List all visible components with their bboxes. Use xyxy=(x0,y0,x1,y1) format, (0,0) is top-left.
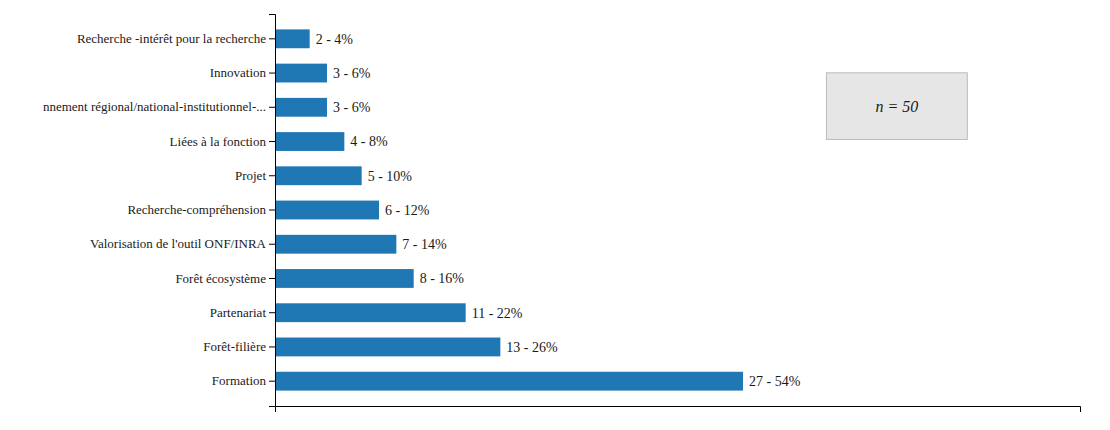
plot: n = 50 2 - 4% 3 - 6% 3 - 6% 4 - 8% 5 - 10% 6 -… xyxy=(43,15,1081,413)
bar xyxy=(275,338,500,357)
y-tick-mark xyxy=(269,141,275,142)
y-tick-mark xyxy=(269,346,275,347)
data-label: 5 - 10% xyxy=(368,169,413,184)
y-tick-label: Recherche -intérêt pour la recherche xyxy=(77,31,266,46)
y-tick-mark xyxy=(269,381,275,382)
bar xyxy=(275,29,310,48)
annotation: n = 50 xyxy=(826,73,967,140)
y-tick-label: Projet xyxy=(235,168,266,183)
y-tick: Recherche -intérêt pour la recherche xyxy=(77,31,275,46)
bar xyxy=(275,235,396,254)
data-labels: 2 - 4% 3 - 6% 3 - 6% 4 - 8% 5 - 10% 6 - 12% 7 … xyxy=(316,32,801,389)
y-tick: Recherche-compréhension xyxy=(127,202,275,217)
y-tick: nnement régional/national-institutionnel… xyxy=(43,99,275,114)
y-tick: Liées à la fonction xyxy=(170,134,275,149)
bar xyxy=(275,269,414,288)
bar xyxy=(275,201,379,220)
y-tick: Forêt écosystème xyxy=(175,271,275,286)
bar xyxy=(275,166,362,185)
data-label: 8 - 16% xyxy=(420,271,465,286)
y-tick: Projet xyxy=(235,168,275,183)
y-tick-mark xyxy=(269,278,275,279)
bars xyxy=(275,29,743,390)
bar xyxy=(275,132,344,151)
annotation-box xyxy=(826,73,967,140)
y-tick-label: Formation xyxy=(212,373,267,388)
y-tick-mark xyxy=(269,312,275,313)
y-tick-mark xyxy=(269,107,275,108)
data-label: 4 - 8% xyxy=(350,134,388,149)
y-tick: Forêt-filière xyxy=(203,339,275,354)
y-tick: Partenariat xyxy=(210,305,275,320)
y-tick-mark xyxy=(269,73,275,74)
data-label: 3 - 6% xyxy=(333,100,371,115)
y-tick-label: Forêt écosystème xyxy=(175,271,266,286)
data-label: 11 - 22% xyxy=(472,306,523,321)
y-tick-label: Liées à la fonction xyxy=(170,134,267,149)
y-tick-mark xyxy=(269,244,275,245)
bar xyxy=(275,64,327,83)
bar xyxy=(275,303,466,322)
y-tick-label: Valorisation de l'outil ONF/INRA xyxy=(90,236,267,251)
y-tick: Innovation xyxy=(210,65,275,80)
bar xyxy=(275,98,327,117)
x-axis xyxy=(276,407,1081,413)
data-label: 6 - 12% xyxy=(385,203,430,218)
data-label: 2 - 4% xyxy=(316,32,354,47)
y-axis: Recherche -intérêt pour la recherche Inno… xyxy=(43,15,276,407)
y-tick-label: Innovation xyxy=(210,65,267,80)
y-tick-label: Partenariat xyxy=(210,305,267,320)
annotation-text: n = 50 xyxy=(875,98,918,115)
y-tick-mark xyxy=(269,38,275,39)
data-label: 7 - 14% xyxy=(402,237,447,252)
y-tick: Formation xyxy=(212,373,275,388)
bar xyxy=(275,372,743,391)
y-axis-line xyxy=(269,15,276,407)
x-axis-line xyxy=(276,407,1081,413)
data-label: 27 - 54% xyxy=(749,374,801,389)
y-tick-mark xyxy=(269,210,275,211)
y-tick-mark xyxy=(269,175,275,176)
y-tick-label: nnement régional/national-institutionnel… xyxy=(43,99,266,114)
y-tick-label: Forêt-filière xyxy=(203,339,266,354)
chart: n = 50 2 - 4% 3 - 6% 3 - 6% 4 - 8% 5 - 10% 6 -… xyxy=(0,0,1110,430)
y-tick-label: Recherche-compréhension xyxy=(127,202,266,217)
data-label: 13 - 26% xyxy=(506,340,558,355)
data-label: 3 - 6% xyxy=(333,66,371,81)
y-tick: Valorisation de l'outil ONF/INRA xyxy=(90,236,275,251)
